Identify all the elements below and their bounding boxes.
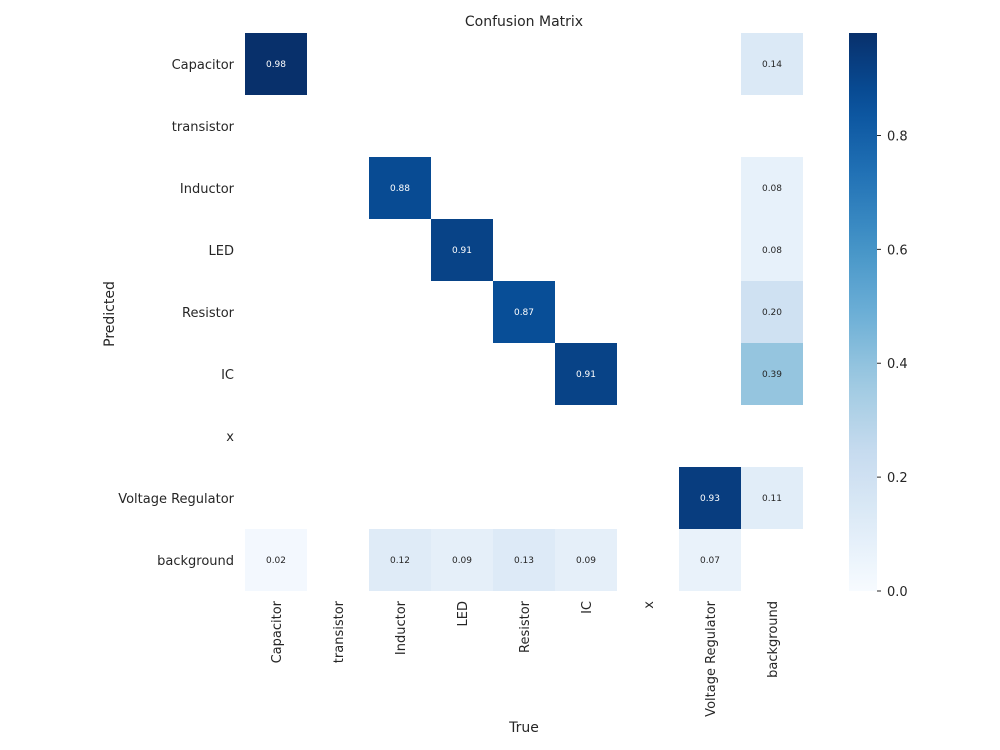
colorbar: 0.0 0.2 0.4 0.6 0.8 bbox=[849, 33, 908, 600]
cell-value-label: 0.07 bbox=[700, 556, 720, 566]
heatmap-cell bbox=[741, 219, 803, 281]
x-tick-label: transistor bbox=[332, 600, 347, 663]
cell-value-label: 0.20 bbox=[762, 308, 782, 318]
chart-title: Confusion Matrix bbox=[465, 14, 583, 30]
y-tick-label: Capacitor bbox=[172, 58, 235, 73]
y-axis-label: Predicted bbox=[102, 281, 118, 347]
x-tick-label: Capacitor bbox=[270, 600, 285, 663]
cell-value-label: 0.09 bbox=[576, 556, 596, 566]
cell-value-label: 0.13 bbox=[514, 556, 534, 566]
heatmap-cell bbox=[493, 281, 555, 343]
y-tick-label: Resistor bbox=[182, 306, 235, 321]
x-tick-label: background bbox=[766, 601, 781, 678]
cell-value-label: 0.98 bbox=[266, 60, 286, 70]
x-axis-label: True bbox=[508, 720, 539, 736]
colorbar-tick-label: 0.4 bbox=[887, 357, 908, 372]
colorbar-tick-label: 0.2 bbox=[887, 471, 908, 486]
heatmap-cell bbox=[679, 529, 741, 591]
cell-value-label: 0.93 bbox=[700, 494, 720, 504]
heatmap-cell bbox=[741, 467, 803, 529]
x-axis-ticks: Capacitor transistor Inductor LED Resistor IC… bbox=[270, 600, 781, 716]
cell-value-label: 0.09 bbox=[452, 556, 472, 566]
heatmap-cell bbox=[741, 157, 803, 219]
heatmap-cell bbox=[245, 529, 307, 591]
cell-value-label: 0.39 bbox=[762, 370, 782, 380]
cell-value-label: 0.02 bbox=[266, 556, 286, 566]
x-tick-label: Resistor bbox=[518, 600, 533, 653]
y-tick-label: Voltage Regulator bbox=[118, 492, 234, 507]
cell-value-label: 0.08 bbox=[762, 246, 782, 256]
cell-value-label: 0.91 bbox=[452, 246, 472, 256]
y-axis-ticks: Capacitor transistor Inductor LED Resistor IC… bbox=[118, 58, 234, 569]
colorbar-gradient bbox=[849, 33, 877, 591]
heatmap-cell bbox=[493, 529, 555, 591]
cell-value-label: 0.11 bbox=[762, 494, 782, 504]
heatmap-cell bbox=[741, 343, 803, 405]
heatmap-cell bbox=[741, 33, 803, 95]
heatmap-cell bbox=[431, 219, 493, 281]
y-tick-label: x bbox=[226, 430, 234, 445]
heatmap-cell bbox=[741, 281, 803, 343]
y-tick-label: Inductor bbox=[180, 182, 235, 197]
colorbar-tick-label: 0.6 bbox=[887, 243, 908, 258]
colorbar-tick-label: 0.8 bbox=[887, 129, 908, 144]
y-tick-label: background bbox=[157, 554, 234, 569]
cell-value-label: 0.88 bbox=[390, 184, 410, 194]
heatmap-cell bbox=[369, 157, 431, 219]
heatmap-cell bbox=[431, 529, 493, 591]
heatmap-cell bbox=[679, 467, 741, 529]
heatmap-cell bbox=[369, 529, 431, 591]
y-tick-label: IC bbox=[221, 368, 234, 383]
cell-value-label: 0.12 bbox=[390, 556, 410, 566]
heatmap-cell bbox=[245, 33, 307, 95]
y-tick-label: LED bbox=[209, 244, 234, 259]
x-tick-label: x bbox=[642, 601, 657, 609]
x-tick-label: Inductor bbox=[394, 600, 409, 655]
cell-value-label: 0.08 bbox=[762, 184, 782, 194]
x-tick-label: IC bbox=[580, 601, 595, 614]
colorbar-tick-label: 0.0 bbox=[887, 585, 908, 600]
cell-value-label: 0.91 bbox=[576, 370, 596, 380]
heatmap-cell bbox=[555, 343, 617, 405]
x-tick-label: LED bbox=[456, 601, 471, 626]
y-tick-label: transistor bbox=[172, 120, 235, 135]
cell-value-label: 0.14 bbox=[762, 60, 782, 70]
cell-value-label: 0.87 bbox=[514, 308, 534, 318]
heatmap-cell bbox=[555, 529, 617, 591]
heatmap-cells: 0.98 0.14 0.88 0.08 0.91 0.08 0.87 0.20 0.91 0.39… bbox=[245, 33, 803, 591]
x-tick-label: Voltage Regulator bbox=[704, 600, 719, 716]
